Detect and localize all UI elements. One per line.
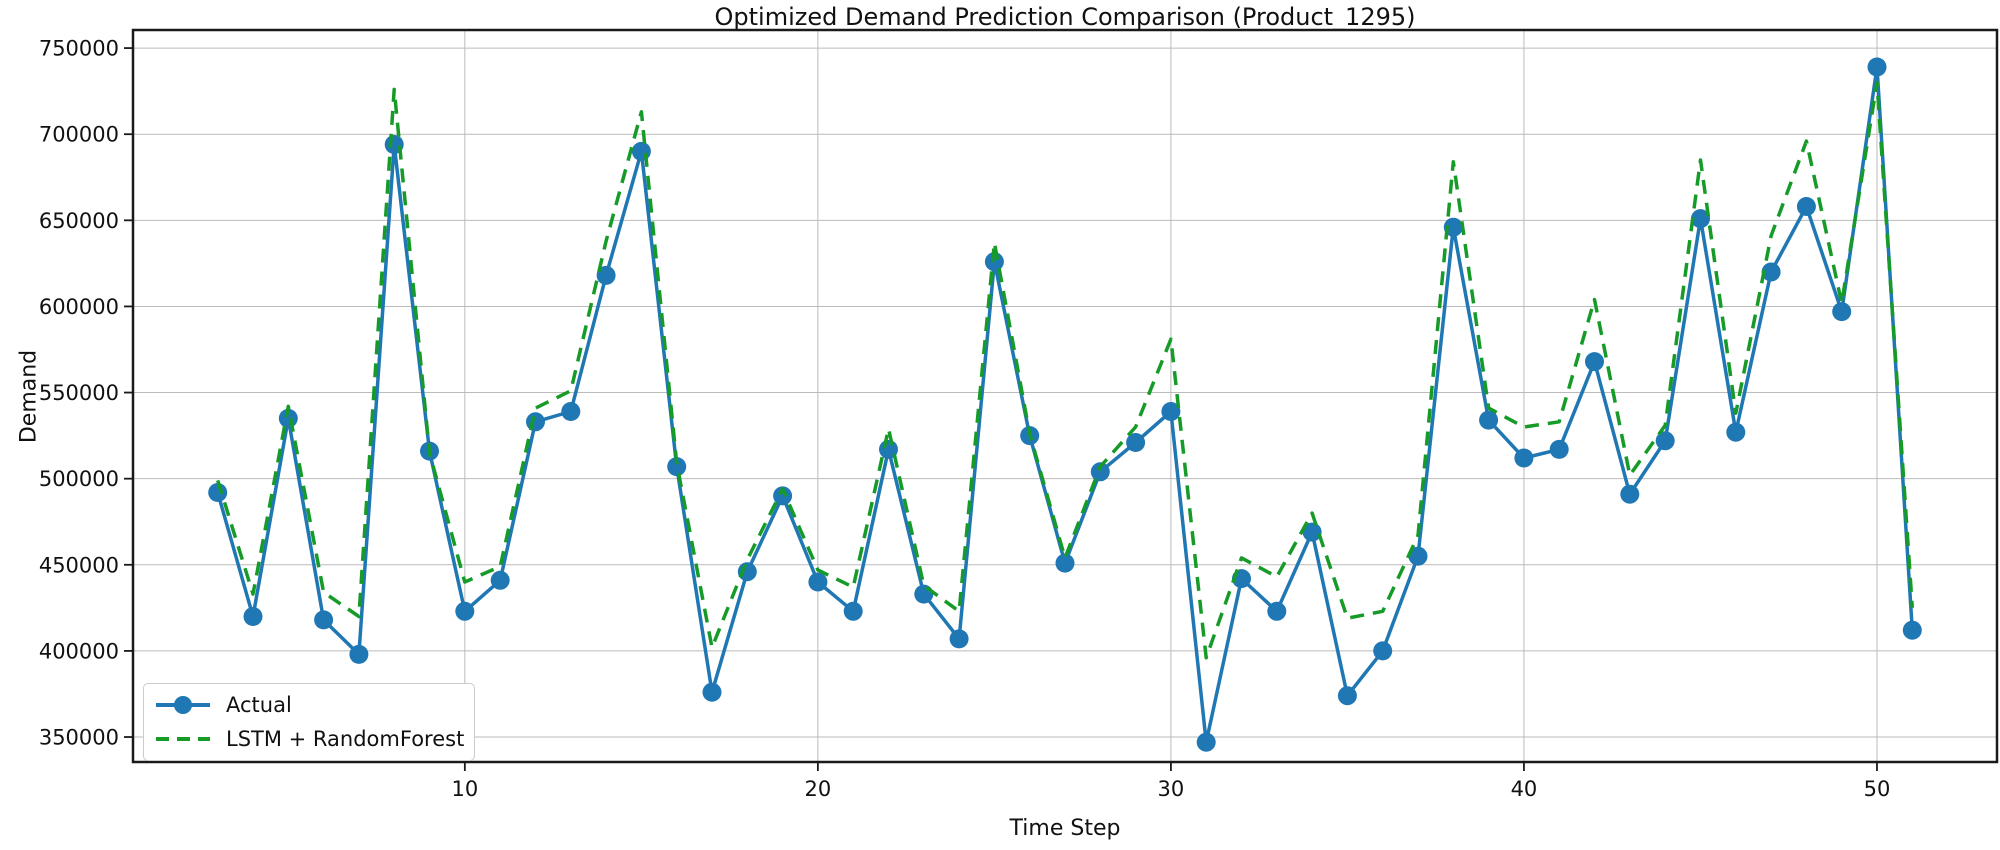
actual-data-point xyxy=(1726,422,1746,442)
y-tick-label: 600000 xyxy=(39,295,119,319)
actual-data-point xyxy=(1832,302,1852,322)
actual-data-point xyxy=(1055,553,1075,573)
actual-data-point xyxy=(1267,601,1287,621)
chart-title: Optimized Demand Prediction Comparison (… xyxy=(714,3,1416,31)
actual-data-point xyxy=(949,629,969,649)
y-tick-label: 400000 xyxy=(39,639,119,663)
actual-data-point xyxy=(1796,197,1816,216)
y-tick-label: 750000 xyxy=(39,37,119,61)
actual-data-point xyxy=(314,610,334,630)
actual-data-point xyxy=(1408,546,1428,566)
actual-data-point xyxy=(349,644,369,664)
actual-data-point xyxy=(1655,431,1675,451)
actual-data-point xyxy=(1090,462,1110,482)
legend-label-lstm-randomforest: LSTM + RandomForest xyxy=(226,727,465,751)
actual-data-point xyxy=(561,402,581,421)
actual-data-point xyxy=(1479,410,1499,430)
x-tick-label: 30 xyxy=(1158,777,1185,801)
actual-data-point xyxy=(1902,620,1922,640)
axis-ticks: 350000 400000 450000 500000 550000 600000 6500… xyxy=(39,37,1891,801)
actual-data-point xyxy=(1302,522,1322,542)
actual-data-point xyxy=(773,486,793,506)
legend: Actual LSTM + RandomForest xyxy=(143,683,475,761)
actual-data-point xyxy=(631,141,651,161)
actual-data-point xyxy=(914,584,934,604)
actual-data-point xyxy=(526,412,545,432)
y-tick-label: 450000 xyxy=(39,553,119,577)
legend-item-actual: Actual xyxy=(156,692,464,718)
x-axis-label: Time Step xyxy=(1009,816,1121,841)
y-tick-label: 700000 xyxy=(39,123,119,147)
actual-data-point xyxy=(1126,433,1146,452)
actual-data-point xyxy=(1620,484,1640,504)
actual-data-point xyxy=(1761,262,1781,282)
legend-swatch-lstm-randomforest-line xyxy=(156,737,210,741)
plot-border xyxy=(131,28,1999,764)
series-actual xyxy=(208,57,1922,752)
actual-data-point xyxy=(1691,209,1710,229)
x-tick-label: 50 xyxy=(1864,777,1891,801)
legend-swatch-actual-line xyxy=(156,696,210,714)
actual-data-point xyxy=(702,682,722,702)
actual-data-point xyxy=(455,601,475,621)
y-tick-label: 550000 xyxy=(39,381,119,405)
actual-data-point xyxy=(596,265,616,285)
actual-data-point xyxy=(843,601,863,621)
y-tick-label: 500000 xyxy=(39,467,119,491)
x-tick-label: 40 xyxy=(1511,777,1538,801)
actual-data-point xyxy=(984,252,1004,272)
x-tick-label: 20 xyxy=(805,777,832,801)
actual-data-point xyxy=(208,483,228,502)
actual-data-point xyxy=(1443,217,1463,237)
legend-label-actual: Actual xyxy=(226,693,292,717)
actual-data-point xyxy=(243,607,263,626)
legend-swatch-actual-marker xyxy=(174,696,192,714)
actual-data-point xyxy=(1549,439,1569,459)
actual-data-point xyxy=(1196,732,1216,752)
grid xyxy=(133,30,1997,762)
actual-data-point xyxy=(1337,686,1357,706)
actual-data-point xyxy=(490,570,510,590)
actual-data-point xyxy=(1514,448,1534,468)
x-tick-label: 10 xyxy=(451,777,478,801)
actual-data-point xyxy=(667,457,687,477)
actual-data-point xyxy=(1585,352,1604,372)
actual-data-point xyxy=(808,572,828,592)
actual-data-point xyxy=(1161,402,1181,421)
legend-item-lstm-randomforest: LSTM + RandomForest xyxy=(156,726,464,752)
actual-data-point xyxy=(1373,641,1393,661)
actual-series-line xyxy=(215,65,1915,744)
actual-data-point xyxy=(1867,57,1887,77)
y-tick-label: 650000 xyxy=(39,209,119,233)
y-tick-label: 350000 xyxy=(39,726,119,750)
